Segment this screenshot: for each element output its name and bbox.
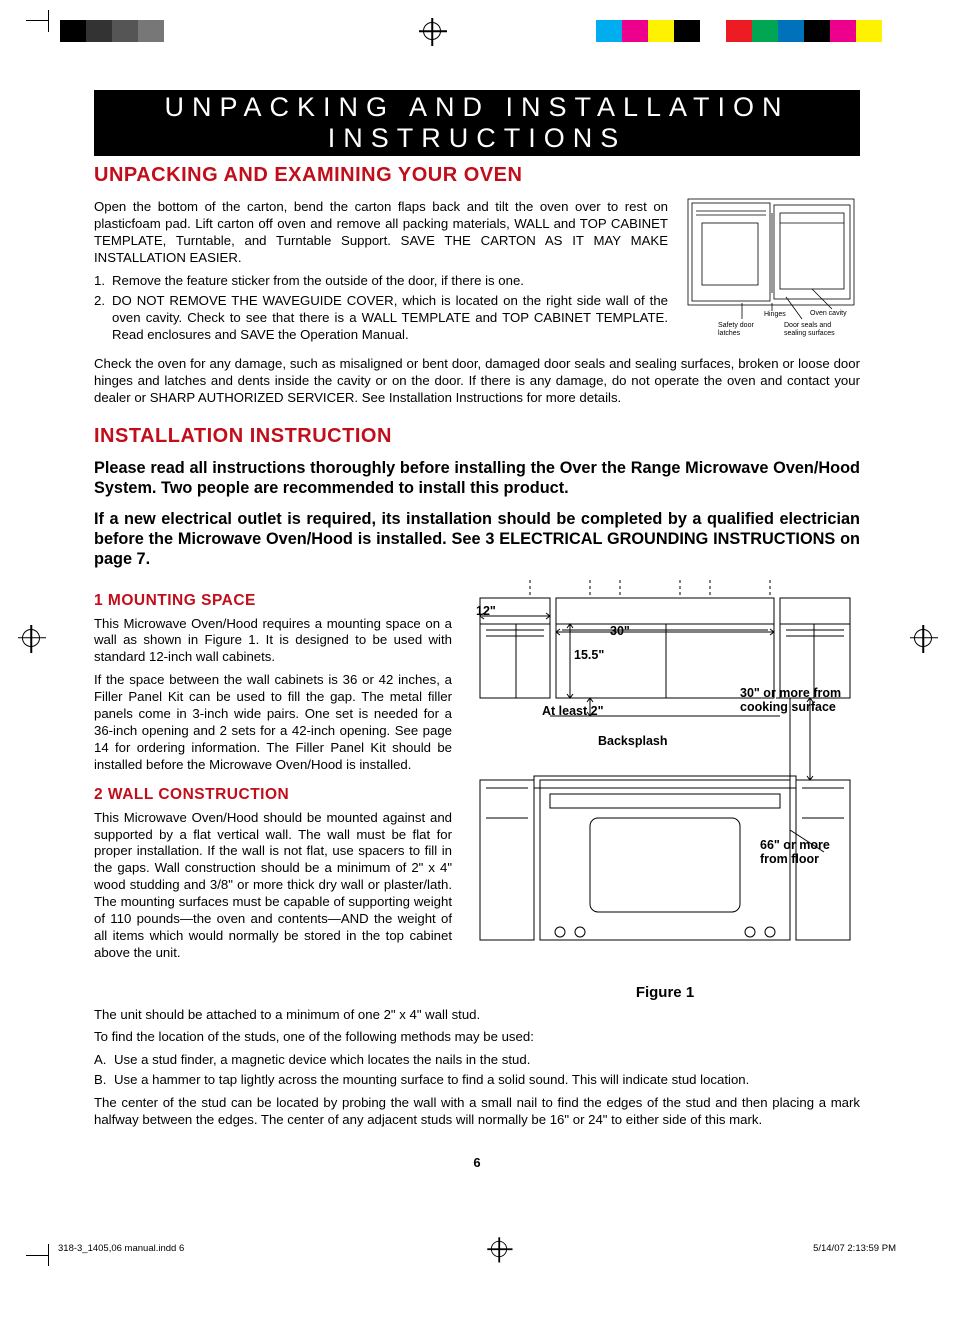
- figure-label-12in: 12": [476, 604, 496, 618]
- wall-construction-paragraph: This Microwave Oven/Hood should be mount…: [94, 810, 452, 962]
- list-item: 1.Remove the feature sticker from the ou…: [94, 273, 668, 290]
- list-item: 2.DO NOT REMOVE THE WAVEGUIDE COVER, whi…: [94, 293, 668, 344]
- list-text: DO NOT REMOVE THE WAVEGUIDE COVER, which…: [112, 293, 668, 344]
- page-content: UNPACKING AND INSTALLATION INSTRUCTIONS …: [0, 0, 954, 1240]
- diagram-label-seals2: sealing surfaces: [784, 330, 835, 337]
- subsection-heading-wall: 2 WALL CONSTRUCTION: [94, 786, 452, 804]
- footer: 318-3_1405,06 manual.indd 6 5/14/07 2:13…: [0, 1240, 954, 1276]
- figure-label-atleast2: At least 2": [542, 704, 604, 718]
- footer-file-info: 318-3_1405,06 manual.indd 6: [58, 1243, 184, 1254]
- list-number: 2.: [94, 293, 112, 344]
- diagram-label-latches: Safety door: [718, 322, 754, 329]
- figure-label-floor: 66" or more from floor: [760, 838, 860, 866]
- diagram-label-hinges: Hinges: [764, 311, 786, 318]
- list-number: 1.: [94, 273, 112, 290]
- list-letter: A.: [94, 1052, 114, 1069]
- diagram-label-cavity: Oven cavity: [810, 310, 847, 317]
- list-item: B.Use a hammer to tap lightly across the…: [94, 1072, 860, 1089]
- footer-timestamp: 5/14/07 2:13:59 PM: [813, 1243, 896, 1254]
- figure-label-cooksurf: 30" or more from cooking surface: [740, 686, 860, 714]
- stud-methods-intro: To find the location of the studs, one o…: [94, 1029, 860, 1046]
- intro-paragraph: Open the bottom of the carton, bend the …: [94, 199, 668, 267]
- list-text: Use a stud finder, a magnetic device whi…: [114, 1052, 530, 1069]
- oven-diagram: Hinges Safety door latches Oven cavity D…: [682, 193, 860, 343]
- list-letter: B.: [94, 1072, 114, 1089]
- list-text: Remove the feature sticker from the outs…: [112, 273, 524, 290]
- electrical-note: If a new electrical outlet is required, …: [94, 509, 860, 570]
- unpacking-steps-list: 1.Remove the feature sticker from the ou…: [94, 273, 668, 345]
- list-item: A.Use a stud finder, a magnetic device w…: [94, 1052, 860, 1069]
- section-heading-unpacking: UNPACKING AND EXAMINING YOUR OVEN: [94, 164, 860, 187]
- subsection-heading-mounting: 1 MOUNTING SPACE: [94, 592, 452, 610]
- cropmark-bottom-left: [26, 1236, 56, 1266]
- figure-caption: Figure 1: [470, 984, 860, 1001]
- mounting-figure: 12" 30" 15.5" At least 2" Backsplash 30"…: [470, 580, 860, 980]
- filler-panel-paragraph: If the space between the wall cabinets i…: [94, 672, 452, 773]
- page-banner: UNPACKING AND INSTALLATION INSTRUCTIONS: [94, 90, 860, 156]
- stud-center-paragraph: The center of the stud can be located by…: [94, 1095, 860, 1129]
- stud-methods-list: A.Use a stud finder, a magnetic device w…: [94, 1052, 860, 1089]
- figure-label-30in: 30": [610, 624, 630, 638]
- left-column: 1 MOUNTING SPACE This Microwave Oven/Hoo…: [94, 580, 452, 968]
- wall-stud-paragraph: The unit should be attached to a minimum…: [94, 1007, 860, 1024]
- list-text: Use a hammer to tap lightly across the m…: [114, 1072, 749, 1089]
- page-number: 6: [94, 1155, 860, 1170]
- diagram-label-latches2: latches: [718, 330, 741, 337]
- installation-note: Please read all instructions thoroughly …: [94, 458, 860, 499]
- mounting-paragraph: This Microwave Oven/Hood requires a moun…: [94, 616, 452, 667]
- intro-block: Open the bottom of the carton, bend the …: [94, 193, 860, 350]
- figure-label-155in: 15.5": [574, 648, 604, 662]
- damage-check-paragraph: Check the oven for any damage, such as m…: [94, 356, 860, 407]
- section-heading-installation: INSTALLATION INSTRUCTION: [94, 425, 860, 448]
- registration-mark-icon: [491, 1241, 507, 1257]
- right-column: 12" 30" 15.5" At least 2" Backsplash 30"…: [470, 580, 860, 1001]
- diagram-label-seals: Door seals and: [784, 322, 831, 329]
- two-column-section: 1 MOUNTING SPACE This Microwave Oven/Hoo…: [94, 580, 860, 1001]
- intro-text: Open the bottom of the carton, bend the …: [94, 193, 668, 350]
- figure-label-backsplash: Backsplash: [598, 734, 667, 748]
